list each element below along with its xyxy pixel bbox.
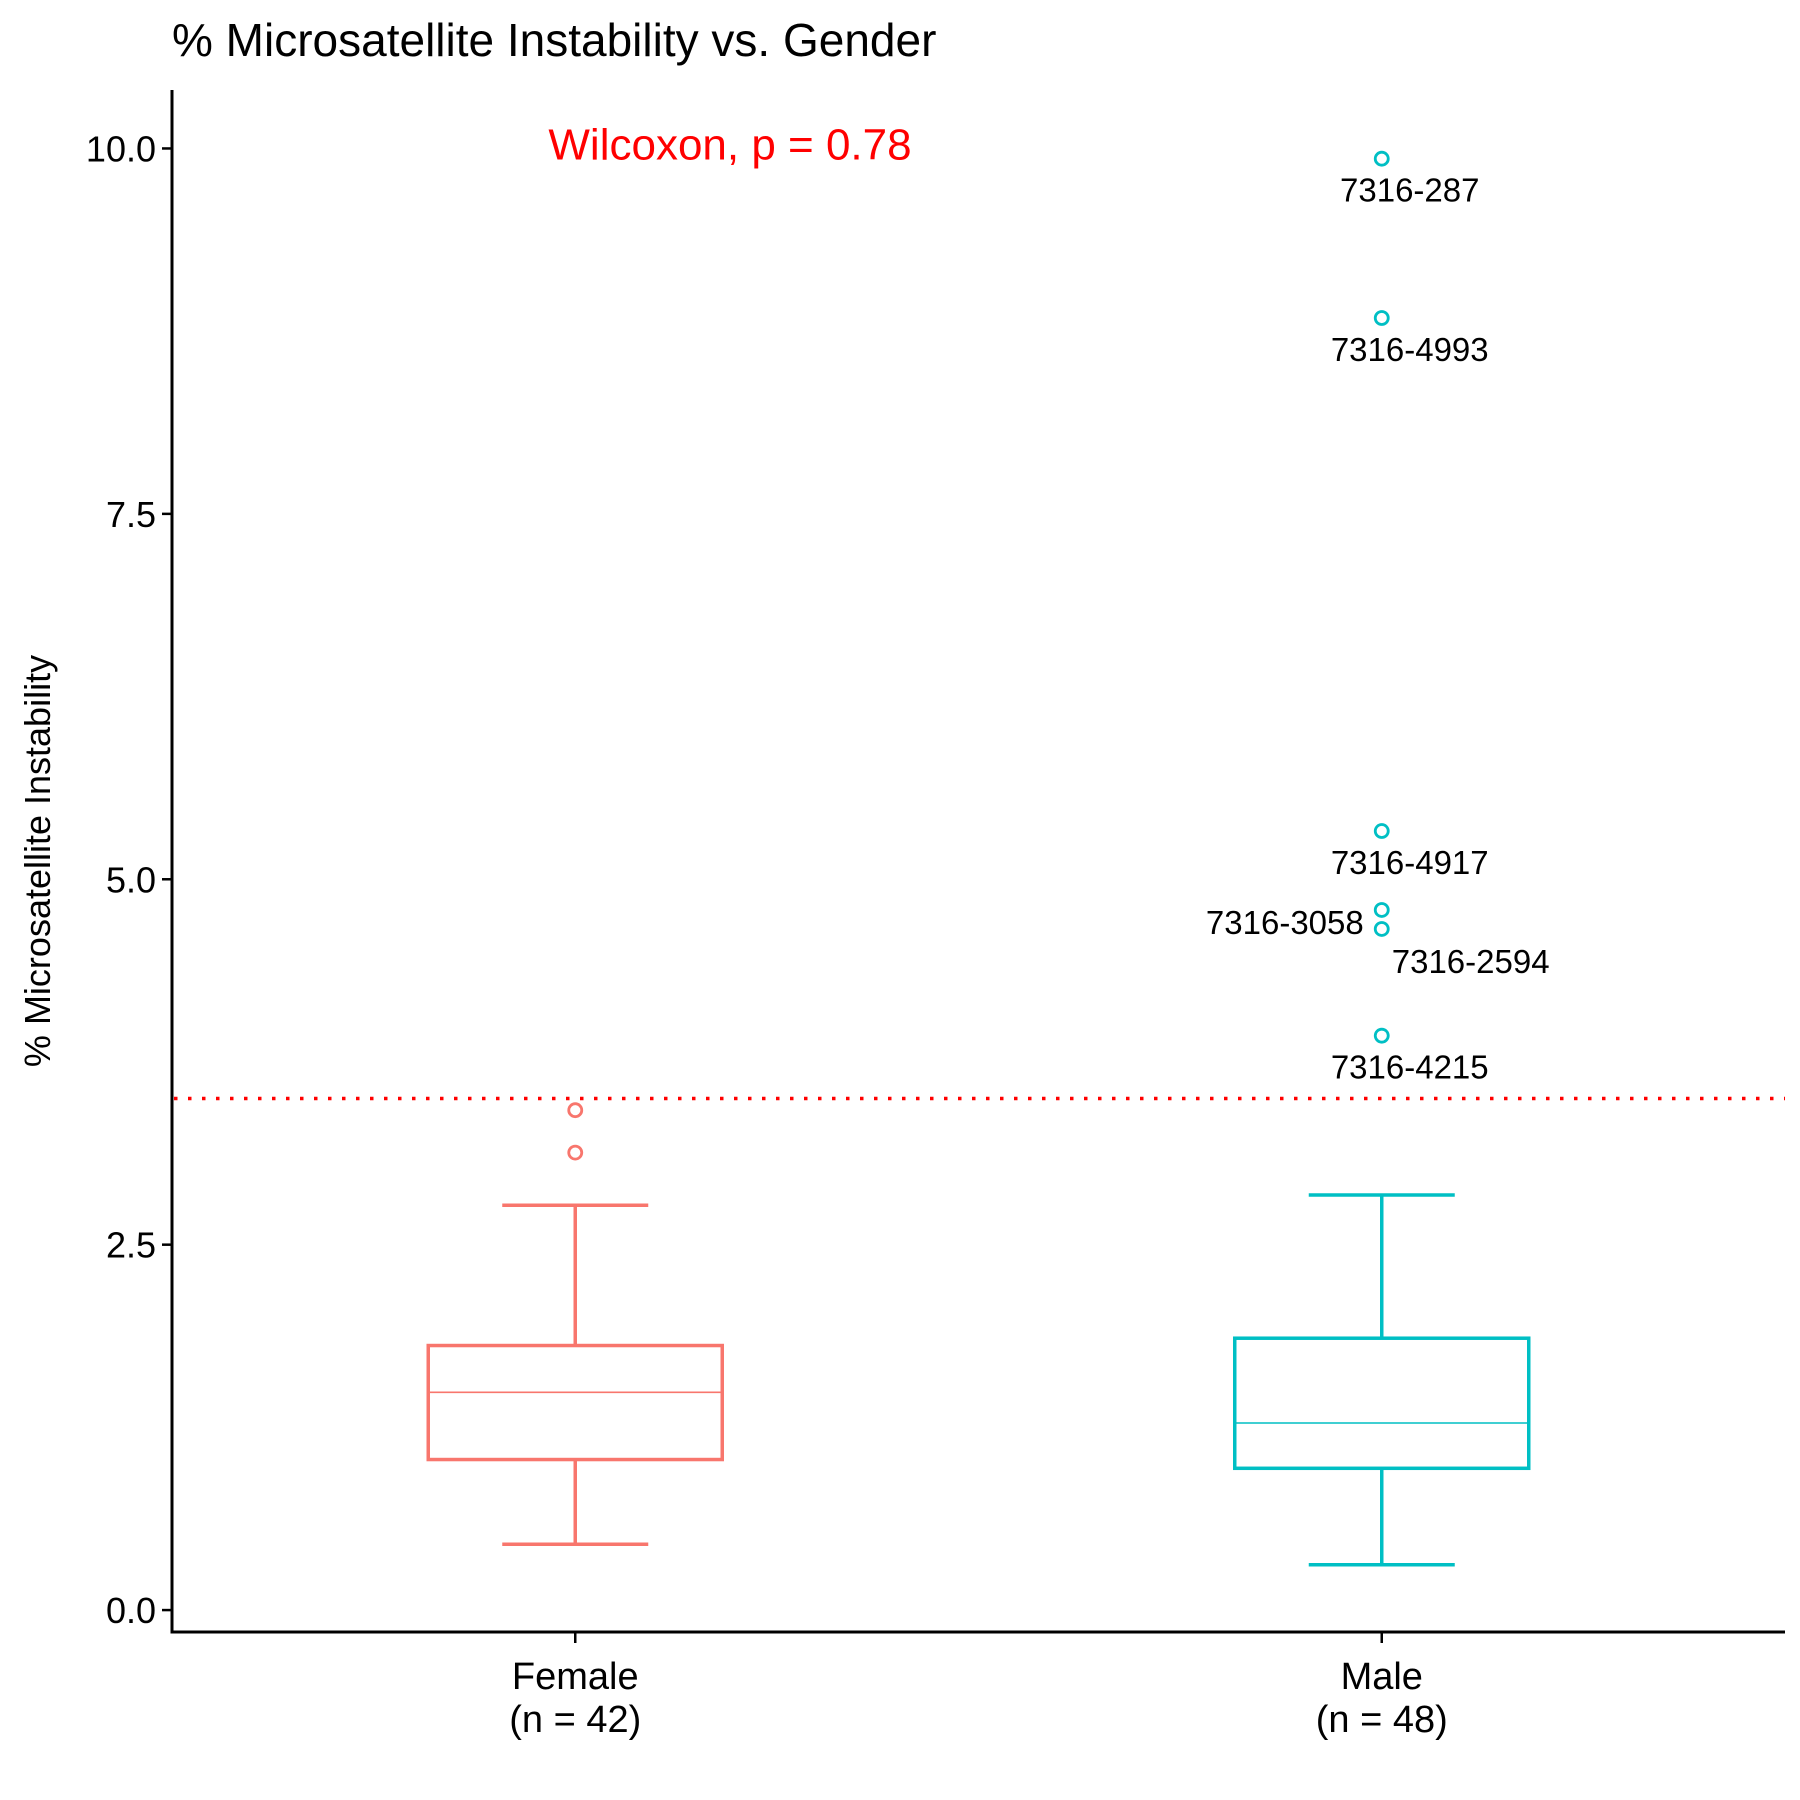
outlier-point bbox=[1373, 310, 1390, 326]
y-tick-label: 10.0 bbox=[86, 128, 156, 169]
outlier-label: 7316-4917 bbox=[1331, 844, 1489, 881]
y-tick-label: 0.0 bbox=[106, 1590, 156, 1631]
outlier-label: 7316-3058 bbox=[1206, 904, 1364, 941]
outlier-point bbox=[567, 1102, 584, 1119]
wilcoxon-annotation: Wilcoxon, p = 0.78 bbox=[548, 120, 911, 169]
chart-title: % Microsatellite Instability vs. Gender bbox=[172, 14, 936, 66]
y-tick-label: 5.0 bbox=[106, 859, 156, 900]
outlier-label: 7316-287 bbox=[1340, 172, 1479, 209]
x-tick-sublabel: (n = 42) bbox=[509, 1699, 641, 1741]
y-tick-label: 7.5 bbox=[106, 494, 156, 535]
x-tick-sublabel: (n = 48) bbox=[1316, 1699, 1448, 1741]
box-male bbox=[1233, 1336, 1531, 1471]
x-tick-label: Female bbox=[512, 1656, 639, 1698]
outlier-point bbox=[1373, 150, 1390, 167]
outlier-point bbox=[1373, 921, 1390, 937]
outlier-label: 7316-4215 bbox=[1331, 1049, 1489, 1086]
outlier-label: 7316-2594 bbox=[1392, 943, 1550, 980]
outlier-point bbox=[1373, 823, 1390, 839]
y-axis-label: % Microsatellite Instability bbox=[17, 655, 58, 1067]
outlier-point bbox=[1373, 1027, 1390, 1044]
x-tick-label: Male bbox=[1341, 1656, 1423, 1698]
outlier-point bbox=[1373, 902, 1390, 918]
outlier-point bbox=[567, 1144, 584, 1161]
y-tick-label: 2.5 bbox=[106, 1225, 156, 1266]
outlier-label: 7316-4993 bbox=[1331, 331, 1489, 368]
box-female bbox=[426, 1343, 724, 1462]
